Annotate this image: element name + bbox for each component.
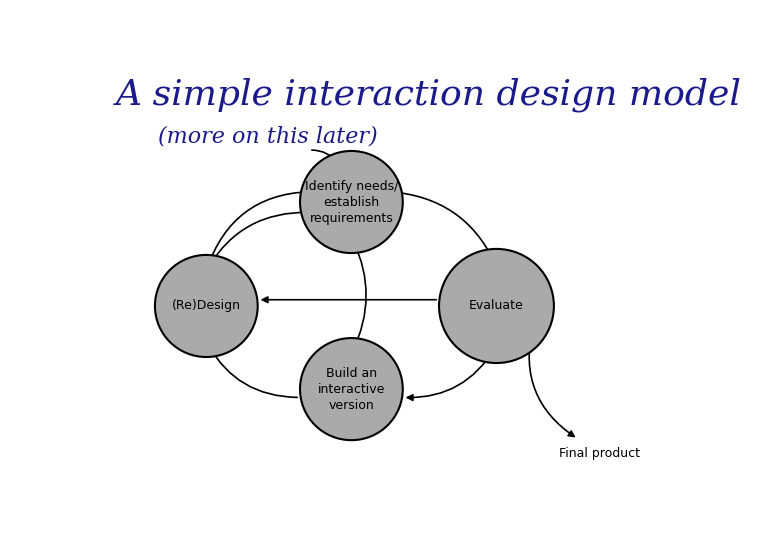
Text: A simple interaction design model: A simple interaction design model <box>115 77 742 112</box>
Text: Final product: Final product <box>558 447 640 460</box>
Text: Identify needs/
establish
requirements: Identify needs/ establish requirements <box>305 179 398 225</box>
Ellipse shape <box>300 151 402 253</box>
Text: Build an
interactive
version: Build an interactive version <box>317 367 385 411</box>
Text: (more on this later): (more on this later) <box>158 125 378 147</box>
Ellipse shape <box>155 255 257 357</box>
Ellipse shape <box>439 249 554 363</box>
Text: (Re)Design: (Re)Design <box>172 300 241 313</box>
Text: Evaluate: Evaluate <box>469 300 524 313</box>
Ellipse shape <box>300 338 402 440</box>
